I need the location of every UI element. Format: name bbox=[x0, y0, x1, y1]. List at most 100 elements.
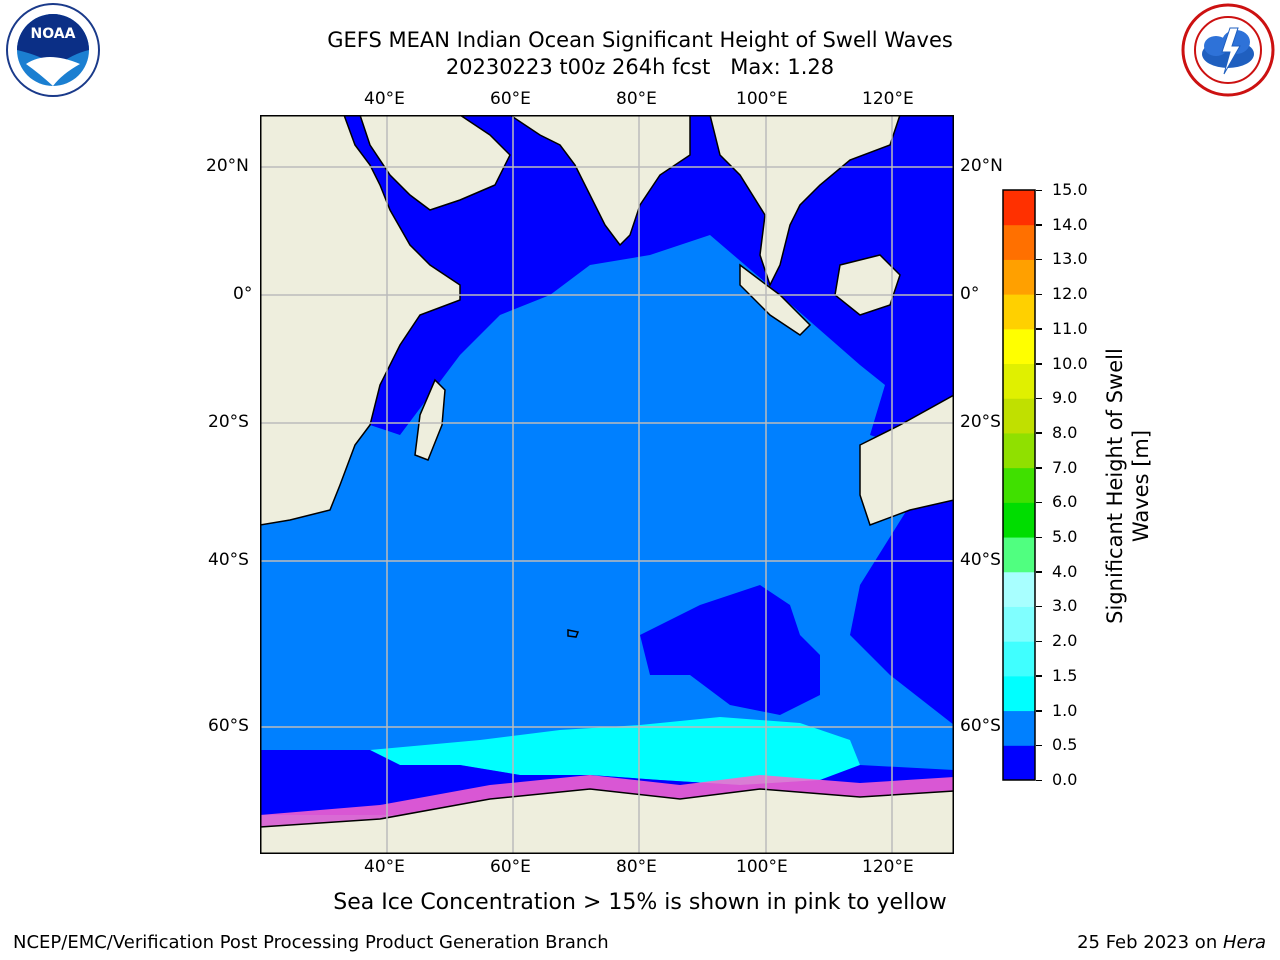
footer-right: 25 Feb 2023 on Hera bbox=[1077, 932, 1266, 953]
lon-label-bottom: 100°E bbox=[736, 857, 788, 877]
colorbar-frame bbox=[1002, 189, 1036, 781]
lon-label-bottom: 120°E bbox=[862, 857, 914, 877]
colorbar-tick-label: 11.0 bbox=[1052, 318, 1088, 338]
lat-label-right: 20°S bbox=[960, 412, 1001, 432]
colorbar-tick-mark bbox=[1036, 189, 1042, 191]
noaa-logo-text: NOAA bbox=[31, 26, 76, 42]
lon-label-top: 60°E bbox=[490, 89, 531, 109]
colorbar-tick-mark bbox=[1036, 536, 1042, 539]
colorbar-tick-label: 6.0 bbox=[1052, 492, 1078, 512]
colorbar-tick-label: 10.0 bbox=[1052, 353, 1088, 373]
colorbar-tick-label: 8.0 bbox=[1052, 422, 1078, 442]
colorbar-tick-label: 5.0 bbox=[1052, 527, 1078, 547]
lat-label-right: 40°S bbox=[960, 550, 1001, 570]
footer-left: NCEP/EMC/Verification Post Processing Pr… bbox=[13, 932, 609, 953]
colorbar-segment bbox=[1003, 710, 1035, 746]
colorbar-tick-mark bbox=[1036, 397, 1042, 400]
lat-label-right: 20°N bbox=[960, 156, 1003, 176]
sea-ice-caption: Sea Ice Concentration > 15% is shown in … bbox=[333, 890, 947, 915]
colorbar-segment bbox=[1003, 259, 1035, 295]
colorbar-tick-mark bbox=[1036, 640, 1042, 643]
map-panel bbox=[260, 115, 954, 854]
map-subtitle: 20230223 t00z 264h fcst Max: 1.28 bbox=[445, 55, 835, 79]
antarctica-land bbox=[260, 788, 954, 854]
colorbar-tick-label: 9.0 bbox=[1052, 388, 1078, 408]
colorbar-segment bbox=[1003, 745, 1035, 781]
colorbar-tick-mark bbox=[1036, 710, 1042, 712]
lon-label-top: 80°E bbox=[616, 89, 657, 109]
southern-swell-dark-patch bbox=[640, 585, 820, 715]
lat-label-right: 0° bbox=[960, 284, 980, 304]
colorbar-label: Significant Height of Swell Waves [m] bbox=[1103, 348, 1153, 624]
nws-logo bbox=[1181, 3, 1275, 97]
lon-label-top: 120°E bbox=[862, 89, 914, 109]
map-frame bbox=[260, 115, 954, 854]
colorbar-tick-label: 4.0 bbox=[1052, 561, 1078, 581]
footer-date: 25 Feb 2023 on bbox=[1077, 932, 1223, 953]
colorbar bbox=[1002, 189, 1036, 781]
cyan-swell-band bbox=[370, 717, 860, 785]
colorbar-tick-mark bbox=[1036, 675, 1042, 677]
colorbar-segment bbox=[1003, 641, 1035, 677]
colorbar-segment bbox=[1003, 190, 1035, 226]
colorbar-segment bbox=[1003, 363, 1035, 399]
lon-label-top: 40°E bbox=[364, 89, 405, 109]
colorbar-segment bbox=[1003, 467, 1035, 503]
kerguelen-island bbox=[567, 629, 580, 638]
map-title: GEFS MEAN Indian Ocean Significant Heigh… bbox=[327, 28, 953, 52]
colorbar-tick-mark bbox=[1036, 605, 1042, 608]
noaa-logo: NOAA bbox=[6, 3, 100, 97]
colorbar-tick-mark bbox=[1036, 501, 1042, 504]
colorbar-segment bbox=[1003, 502, 1035, 538]
colorbar-tick-label: 1.0 bbox=[1052, 700, 1078, 720]
colorbar-segment bbox=[1003, 606, 1035, 642]
southeast-asia-land bbox=[709, 115, 901, 287]
colorbar-segment bbox=[1003, 675, 1035, 712]
sea-ice-edge bbox=[260, 775, 954, 827]
colorbar-tick-label: 0.5 bbox=[1052, 735, 1078, 755]
colorbar-tick-mark bbox=[1036, 744, 1042, 747]
colorbar-tick-label: 13.0 bbox=[1052, 249, 1088, 269]
colorbar-tick-label: 2.0 bbox=[1052, 631, 1078, 651]
colorbar-tick-mark bbox=[1036, 363, 1042, 365]
colorbar-segment bbox=[1003, 224, 1035, 260]
lat-label-left: 40°S bbox=[208, 550, 249, 570]
australia-land bbox=[859, 394, 954, 526]
colorbar-segment bbox=[1003, 328, 1035, 365]
colorbar-segment bbox=[1003, 294, 1035, 330]
colorbar-tick-mark bbox=[1036, 293, 1042, 296]
lat-label-left: 60°S bbox=[208, 716, 249, 736]
colorbar-tick-label: 7.0 bbox=[1052, 457, 1078, 477]
madagascar-land bbox=[414, 378, 446, 461]
arabia-land bbox=[359, 115, 511, 211]
colorbar-tick-label: 12.0 bbox=[1052, 284, 1088, 304]
lat-label-left: 20°S bbox=[208, 412, 249, 432]
map-gridlines bbox=[260, 115, 954, 854]
lon-label-top: 100°E bbox=[736, 89, 788, 109]
colorbar-tick-mark bbox=[1036, 258, 1042, 261]
lat-label-right: 60°S bbox=[960, 716, 1001, 736]
lon-label-bottom: 40°E bbox=[364, 857, 405, 877]
india-land bbox=[508, 115, 691, 247]
colorbar-tick-label: 0.0 bbox=[1052, 770, 1078, 789]
colorbar-tick-label: 14.0 bbox=[1052, 214, 1088, 234]
footer-host: Hera bbox=[1222, 932, 1266, 953]
colorbar-tick-label: 1.5 bbox=[1052, 665, 1078, 685]
lon-label-bottom: 60°E bbox=[490, 857, 531, 877]
colorbar-segment bbox=[1003, 432, 1035, 469]
colorbar-tick-mark bbox=[1036, 571, 1042, 573]
colorbar-tick-mark bbox=[1036, 328, 1042, 330]
lat-label-left: 20°N bbox=[206, 156, 249, 176]
colorbar-segment bbox=[1003, 571, 1035, 607]
colorbar-tick-mark bbox=[1036, 467, 1042, 469]
colorbar-tick-label: 15.0 bbox=[1052, 180, 1088, 199]
colorbar-tick-mark bbox=[1036, 224, 1042, 226]
colorbar-tick-label: 3.0 bbox=[1052, 596, 1078, 616]
lon-label-bottom: 80°E bbox=[616, 857, 657, 877]
eastern-swell-dark bbox=[850, 500, 954, 725]
colorbar-segment bbox=[1003, 398, 1035, 434]
lat-label-left: 0° bbox=[233, 284, 253, 304]
colorbar-tick-labels: 0.0 0.5 1.0 1.5 2.0 3.0 4.0 5.0 6.0 7.0 8.0 9.0 10.0… bbox=[1036, 0, 1096, 960]
colorbar-tick-mark bbox=[1036, 432, 1042, 434]
colorbar-tick-mark bbox=[1036, 779, 1042, 781]
